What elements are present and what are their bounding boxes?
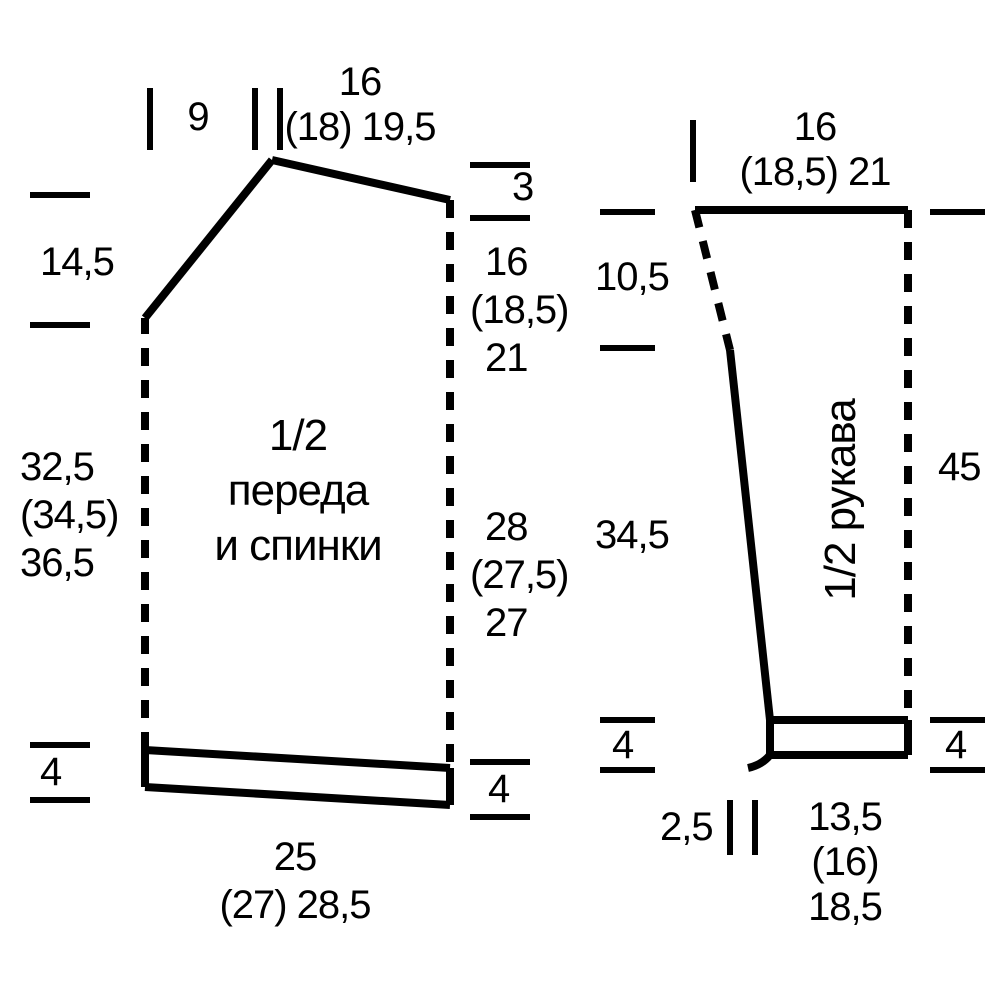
sleeve-underarm bbox=[730, 350, 770, 720]
dim-sr-4: 4 bbox=[945, 723, 967, 767]
dim-sl-top-16: 16 bbox=[794, 105, 837, 149]
dim-sl-bot-16: (16) bbox=[811, 840, 878, 884]
sleeve-label: 1/2 рукава bbox=[816, 398, 865, 601]
dim-right-21: 21 bbox=[485, 336, 528, 380]
dim-sl-top-185-21: (18,5) 21 bbox=[739, 150, 890, 194]
dim-right-185: (18,5) bbox=[470, 288, 569, 332]
dim-bot-27-285: (27) 28,5 bbox=[219, 883, 370, 927]
dim-left-325: 32,5 bbox=[20, 445, 94, 489]
dim-left-145: 14,5 bbox=[40, 240, 114, 284]
dim-right-3: 3 bbox=[512, 165, 533, 209]
body-label-1: 1/2 bbox=[269, 411, 327, 460]
body-neck-top bbox=[272, 160, 450, 200]
body-label-3: и спинки bbox=[214, 521, 381, 570]
schematic-diagram: 916(18) 19,514,532,5(34,5)36,54316(18,5)… bbox=[0, 0, 1000, 1000]
body-label-2: переда bbox=[228, 466, 370, 515]
dim-left-345: (34,5) bbox=[20, 493, 119, 537]
dim-left-4: 4 bbox=[40, 750, 62, 794]
dim-right-16: 16 bbox=[485, 240, 528, 284]
dim-right-28: 28 bbox=[485, 505, 528, 549]
dim-sl-4: 4 bbox=[612, 723, 634, 767]
dim-top-18-195: (18) 19,5 bbox=[284, 105, 435, 149]
dim-sl-105: 10,5 bbox=[595, 255, 669, 299]
sleeve-cap-left bbox=[695, 210, 730, 350]
dim-bot-25: 25 bbox=[274, 835, 317, 879]
body-hem-bottom bbox=[145, 787, 450, 805]
body-hem-top bbox=[145, 750, 450, 768]
dim-left-365: 36,5 bbox=[20, 541, 94, 585]
dim-sl-bot-135: 13,5 bbox=[808, 795, 882, 839]
dim-sl-345: 34,5 bbox=[595, 513, 669, 557]
dim-right-275: (27,5) bbox=[470, 553, 569, 597]
dim-top-9: 9 bbox=[187, 95, 208, 139]
dim-right-27: 27 bbox=[485, 601, 528, 645]
dim-right-4: 4 bbox=[488, 767, 510, 811]
sleeve-notch bbox=[748, 755, 770, 768]
dim-sr-45: 45 bbox=[938, 445, 981, 489]
dim-sl-25: 2,5 bbox=[660, 805, 713, 849]
dim-top-16: 16 bbox=[339, 60, 382, 104]
body-shoulder bbox=[145, 160, 272, 318]
dim-sl-bot-185: 18,5 bbox=[808, 885, 882, 929]
